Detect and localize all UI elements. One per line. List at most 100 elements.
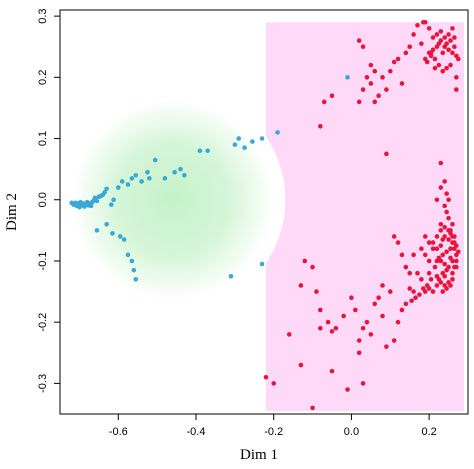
x-tick-label: -0.6 — [109, 426, 128, 438]
x-tick-label: 0.0 — [344, 426, 359, 438]
data-point — [376, 295, 381, 300]
data-point — [384, 344, 389, 349]
data-point — [426, 258, 432, 264]
data-point — [125, 182, 131, 187]
data-point — [387, 289, 393, 294]
data-point — [432, 56, 438, 62]
data-point — [360, 87, 366, 92]
data-point — [349, 295, 354, 300]
data-point — [115, 185, 121, 190]
data-point — [360, 381, 366, 386]
data-point — [302, 258, 308, 264]
data-point — [413, 295, 418, 300]
data-point — [242, 145, 247, 151]
data-point — [117, 234, 123, 239]
data-point — [345, 75, 350, 80]
data-point — [104, 221, 109, 227]
data-point — [395, 56, 401, 62]
y-tick-label: 0.0 — [37, 192, 49, 207]
data-point — [419, 41, 424, 46]
data-point — [428, 277, 434, 282]
data-point — [454, 243, 459, 248]
data-point — [452, 264, 457, 270]
data-point — [438, 185, 444, 190]
data-point — [275, 130, 280, 135]
y-axis: -0.3 -0.2 -0.1 0.0 0.1 0.2 0.3 — [37, 8, 60, 393]
data-point — [430, 289, 436, 294]
data-point — [438, 29, 444, 34]
data-point — [454, 87, 459, 92]
data-point — [133, 172, 139, 178]
x-tick-label: -0.2 — [264, 426, 283, 438]
data-point — [102, 190, 107, 195]
data-point — [444, 267, 449, 273]
data-point — [145, 169, 150, 175]
data-point — [450, 270, 455, 276]
plot-frame — [59, 9, 469, 415]
data-point — [133, 277, 139, 282]
data-point — [415, 270, 420, 276]
data-point — [440, 50, 446, 56]
data-point — [152, 157, 158, 163]
data-point — [440, 289, 446, 294]
data-point — [321, 99, 327, 105]
data-point — [450, 277, 455, 282]
data-point — [356, 38, 362, 43]
region-1 — [265, 22, 465, 411]
data-point — [446, 32, 451, 37]
data-point — [442, 225, 447, 230]
data-point — [353, 307, 358, 313]
data-point — [411, 252, 416, 258]
data-point — [446, 215, 451, 221]
data-point — [434, 246, 440, 252]
data-point — [259, 261, 265, 267]
data-point — [450, 234, 455, 239]
data-point — [422, 234, 428, 239]
data-point — [455, 249, 461, 255]
data-point — [329, 368, 335, 374]
data-point — [298, 283, 304, 288]
data-point — [356, 99, 362, 105]
data-point — [434, 258, 440, 264]
data-point — [172, 169, 177, 175]
data-point — [333, 326, 339, 331]
data-point — [403, 50, 409, 56]
data-point — [428, 50, 434, 56]
data-point — [345, 387, 350, 392]
y-tick-label: 0.2 — [37, 70, 49, 85]
data-point — [131, 267, 137, 273]
data-point — [368, 332, 374, 337]
data-point — [399, 252, 405, 258]
data-point — [372, 99, 378, 105]
data-point — [444, 65, 449, 71]
data-point — [263, 374, 269, 380]
data-point — [197, 148, 203, 154]
data-point — [442, 273, 447, 279]
data-point — [421, 286, 426, 291]
data-point — [454, 75, 459, 80]
data-point — [434, 273, 440, 279]
data-point — [139, 179, 144, 184]
data-point — [403, 264, 409, 270]
data-point — [430, 246, 436, 252]
data-point — [147, 176, 152, 181]
data-point — [450, 221, 455, 227]
data-point — [448, 283, 453, 288]
data-point — [391, 234, 397, 239]
data-point — [108, 202, 114, 207]
data-point — [422, 19, 428, 25]
data-point — [454, 258, 459, 264]
data-point — [426, 26, 432, 31]
data-point — [438, 221, 444, 227]
data-point — [129, 176, 135, 181]
data-point — [438, 243, 444, 248]
data-points — [69, 19, 461, 411]
data-point — [129, 258, 135, 264]
data-point — [452, 44, 457, 50]
data-point — [178, 166, 183, 172]
data-point — [424, 59, 430, 65]
data-point — [440, 237, 446, 242]
data-point — [438, 258, 444, 264]
data-point — [452, 35, 457, 40]
